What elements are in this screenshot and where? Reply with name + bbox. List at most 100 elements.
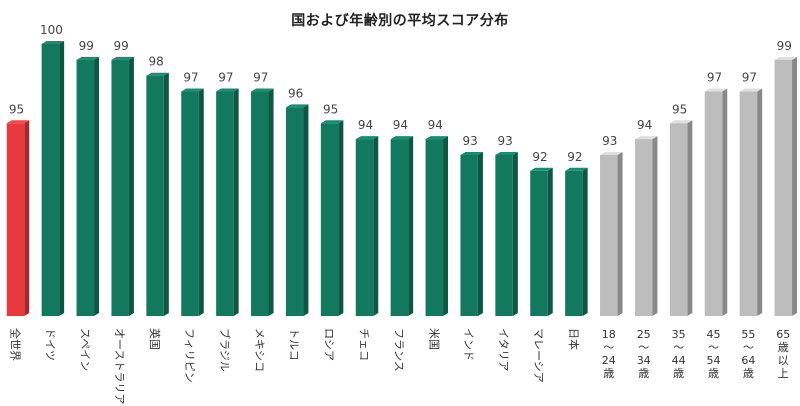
category-label: フランス bbox=[392, 328, 405, 372]
bar-side bbox=[408, 136, 414, 316]
category-label: 55 〜 64 歳 bbox=[741, 328, 755, 380]
bar-17 bbox=[565, 167, 588, 316]
bar-side bbox=[512, 151, 518, 316]
bar-top bbox=[669, 120, 693, 124]
bar-18 bbox=[600, 151, 623, 316]
bar-front bbox=[669, 123, 688, 316]
bar-front bbox=[320, 123, 339, 316]
bar-side bbox=[477, 151, 483, 316]
bar-side bbox=[24, 120, 30, 316]
bar-side bbox=[198, 88, 204, 316]
bar-8 bbox=[251, 88, 274, 316]
bar-side bbox=[128, 56, 134, 316]
value-label: 94 bbox=[393, 118, 408, 132]
value-label: 99 bbox=[777, 39, 792, 53]
bar-20 bbox=[669, 120, 693, 316]
bar-side bbox=[582, 167, 588, 316]
bar-top bbox=[565, 167, 588, 171]
bar-front bbox=[704, 91, 723, 316]
value-label: 97 bbox=[253, 71, 268, 85]
category-label: ブラジル bbox=[218, 328, 232, 372]
bar-23 bbox=[774, 56, 798, 316]
category-label: 65 歳以上 bbox=[776, 328, 790, 380]
bar-top bbox=[285, 104, 309, 108]
category-label: 45 〜 54 歳 bbox=[707, 328, 721, 380]
bar-side bbox=[443, 136, 449, 316]
bar-front bbox=[460, 154, 478, 316]
value-label: 93 bbox=[602, 134, 617, 148]
bar-side bbox=[722, 88, 728, 316]
category-label: メキシコ bbox=[253, 328, 266, 372]
value-label: 99 bbox=[114, 39, 129, 53]
category-label: オーストラリア bbox=[113, 328, 126, 404]
bar-front bbox=[41, 44, 60, 316]
bar-front bbox=[495, 154, 513, 316]
bar-top bbox=[704, 88, 728, 92]
bar-front bbox=[634, 139, 653, 316]
bar-14 bbox=[460, 151, 483, 316]
bar-top bbox=[634, 136, 658, 140]
bar-6 bbox=[181, 88, 204, 316]
category-label: 全世界 bbox=[9, 328, 23, 361]
bar-side bbox=[303, 104, 309, 317]
bar-5 bbox=[146, 72, 169, 316]
bar-side bbox=[687, 120, 693, 316]
value-label: 95 bbox=[323, 102, 338, 116]
category-label: 日本 bbox=[567, 328, 581, 350]
bar-top bbox=[320, 120, 344, 124]
bar-9 bbox=[285, 104, 309, 317]
bar-top bbox=[460, 151, 483, 155]
value-label: 99 bbox=[79, 39, 94, 53]
value-label: 97 bbox=[742, 71, 757, 85]
category-label: マレーシア bbox=[532, 328, 545, 383]
value-label: 98 bbox=[148, 55, 163, 69]
category-label: インド bbox=[462, 328, 475, 361]
bar-top bbox=[76, 56, 100, 60]
bar-top bbox=[530, 167, 553, 171]
bar-3 bbox=[76, 56, 100, 316]
value-label: 93 bbox=[463, 134, 478, 148]
bar-side bbox=[792, 56, 798, 316]
bar-front bbox=[76, 59, 95, 316]
value-label: 92 bbox=[532, 150, 547, 164]
category-label: ドイツ bbox=[43, 328, 56, 361]
bar-front bbox=[390, 139, 409, 316]
bar-side bbox=[268, 88, 274, 316]
bar-1 bbox=[6, 120, 30, 316]
bar-front bbox=[181, 91, 199, 316]
bar-top bbox=[216, 88, 239, 92]
bar-side bbox=[373, 136, 379, 316]
category-label: イタリア bbox=[497, 328, 510, 372]
bar-top bbox=[739, 88, 763, 92]
bar-front bbox=[216, 91, 234, 316]
category-label: フィリピン bbox=[183, 328, 196, 383]
bar-22 bbox=[739, 88, 763, 316]
bar-21 bbox=[704, 88, 728, 316]
bar-front bbox=[251, 91, 269, 316]
value-label: 97 bbox=[707, 71, 722, 85]
bar-11 bbox=[355, 136, 379, 316]
bar-front bbox=[146, 75, 164, 316]
value-label: 95 bbox=[9, 102, 24, 116]
value-label: 100 bbox=[40, 23, 63, 37]
bar-front bbox=[111, 59, 129, 316]
value-label: 94 bbox=[428, 118, 443, 132]
bar-side bbox=[59, 41, 65, 316]
value-label: 92 bbox=[567, 150, 582, 164]
bar-top bbox=[495, 151, 518, 155]
bar-side bbox=[94, 56, 100, 316]
bar-16 bbox=[530, 167, 553, 316]
bar-front bbox=[600, 154, 618, 316]
bar-side bbox=[547, 167, 553, 316]
bar-top bbox=[774, 56, 798, 60]
value-label: 97 bbox=[218, 71, 233, 85]
bar-side bbox=[233, 88, 239, 316]
category-label: 35 〜 44 歳 bbox=[672, 328, 686, 380]
bar-front bbox=[739, 91, 758, 316]
category-label: 18 〜 24 歳 bbox=[602, 328, 616, 380]
bar-13 bbox=[425, 136, 449, 316]
bar-front bbox=[355, 139, 374, 316]
bar-top bbox=[390, 136, 414, 140]
